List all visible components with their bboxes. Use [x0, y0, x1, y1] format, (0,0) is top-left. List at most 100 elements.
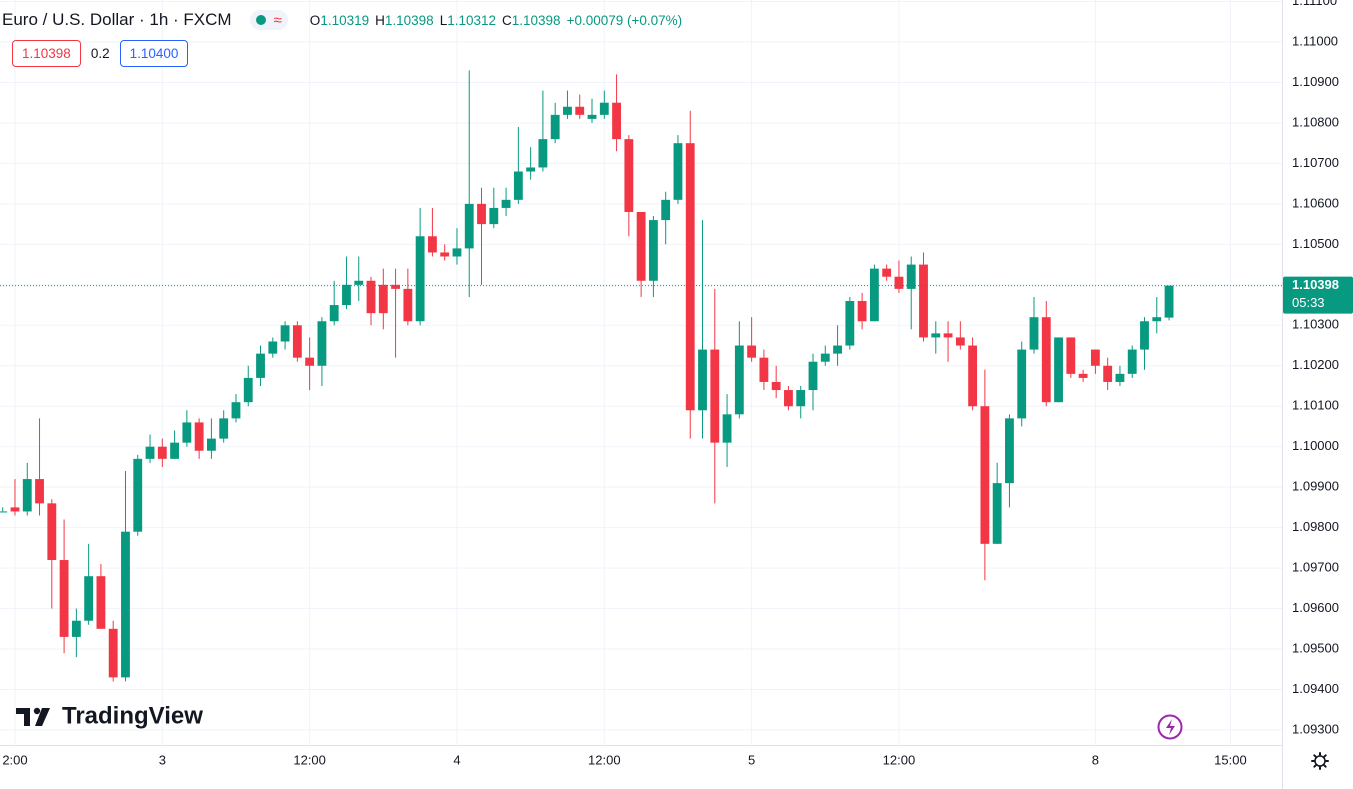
y-tick-label: 1.10800: [1292, 114, 1339, 129]
candle-body: [722, 414, 732, 443]
candle-body: [182, 422, 192, 443]
x-tick-label: 4: [453, 752, 460, 767]
candle-body: [845, 301, 855, 346]
sell-button[interactable]: 1.10398: [12, 40, 81, 67]
candle-body: [526, 167, 536, 172]
candle-body: [1054, 337, 1063, 403]
candle-body: [710, 349, 720, 443]
candle-body: [440, 252, 450, 257]
symbol-title: Euro / U.S. Dollar · 1h · FXCM: [2, 10, 232, 29]
candle-body: [538, 139, 548, 168]
candle-body: [968, 345, 978, 407]
status-pill[interactable]: ≈: [249, 10, 288, 30]
change: +0.00079 (+0.07%): [566, 12, 683, 28]
candle-body: [1066, 337, 1076, 374]
candle-body: [636, 211, 646, 281]
ohlc-value: 1.10319: [320, 12, 370, 28]
candle-body: [894, 276, 904, 289]
candle-body: [857, 301, 867, 322]
candle-body: [22, 479, 32, 512]
candle-body: [501, 199, 511, 208]
candle-body: [477, 203, 486, 225]
x-tick-label: 12:00: [293, 752, 326, 767]
candle-body: [648, 220, 658, 281]
ohlc-value: 1.10398: [511, 12, 561, 28]
candle-body: [1127, 349, 1137, 374]
ohlc-values: O1.10319 H1.10398 L1.10312 C1.10398 +0.0…: [310, 13, 682, 28]
candle-body: [698, 349, 707, 411]
candle-body: [317, 321, 327, 366]
tradingview-logo: TradingView: [16, 702, 203, 729]
candle-body: [366, 280, 376, 314]
candle-body: [575, 106, 585, 115]
candle-body: [612, 102, 621, 140]
candle-body: [157, 446, 167, 459]
candle-body: [1078, 373, 1088, 378]
candle-body: [268, 341, 278, 354]
trade-buttons: 1.10398 0.2 1.10400: [12, 40, 189, 67]
candle-body: [1005, 418, 1014, 484]
y-tick-label: 1.10700: [1292, 155, 1339, 170]
settings-icon[interactable]: [1311, 752, 1329, 770]
candle-body: [194, 422, 204, 451]
candle-body: [96, 576, 106, 629]
ohlc-key: C: [502, 12, 512, 28]
y-tick-label: 1.10300: [1292, 317, 1339, 332]
candle-body: [661, 199, 671, 221]
candle-body: [10, 507, 20, 512]
candle-body: [415, 236, 425, 322]
candle-body: [955, 337, 965, 346]
candle-body: [685, 143, 695, 411]
candle-body: [1152, 317, 1162, 322]
x-tick-label: 15:00: [1214, 752, 1247, 767]
candle-body: [206, 438, 216, 451]
x-tick-label: 12:00: [883, 752, 916, 767]
y-tick-label: 1.09500: [1292, 640, 1339, 655]
candle-body: [906, 264, 916, 289]
y-tick-label: 1.10000: [1292, 438, 1339, 453]
candle-body: [71, 620, 81, 637]
candle-body: [0, 511, 8, 513]
candle-body: [931, 333, 941, 338]
candle-body: [305, 357, 315, 366]
candle-body: [1017, 349, 1027, 419]
candle-body: [820, 353, 830, 362]
candle-body: [1029, 317, 1039, 350]
candle-body: [170, 442, 180, 459]
x-tick-label: 2:00: [2, 752, 27, 767]
y-tick-label: 1.09800: [1292, 519, 1339, 534]
candle-body: [734, 345, 744, 415]
candle-body: [378, 284, 388, 314]
y-tick-label: 1.09400: [1292, 681, 1339, 696]
buy-button[interactable]: 1.10400: [119, 40, 189, 67]
ohlc-key: H: [375, 12, 385, 28]
candle-body: [121, 531, 130, 678]
candle-body: [145, 446, 155, 459]
x-tick-label: 8: [1092, 752, 1099, 767]
y-tick-label: 1.10900: [1292, 74, 1339, 89]
candle-body: [833, 345, 842, 354]
y-tick-label: 1.10100: [1292, 398, 1339, 413]
last-price-box: [1283, 276, 1353, 314]
candle-body: [943, 333, 953, 338]
candle-body: [796, 390, 806, 407]
candle-body: [280, 325, 290, 342]
candle-body: [759, 357, 769, 382]
candle-body: [403, 288, 413, 322]
candle-body: [354, 280, 364, 285]
candle-body: [1041, 317, 1051, 403]
x-tick-label: 3: [159, 752, 166, 767]
y-tick-label: 1.11100: [1292, 0, 1337, 8]
candle-body: [599, 102, 609, 115]
candle-body: [342, 284, 351, 306]
candle-body: [256, 353, 265, 378]
candle-body: [219, 418, 229, 439]
y-tick-label: 1.09700: [1292, 560, 1339, 575]
candle-body: [587, 114, 597, 119]
x-tick-label: 5: [748, 752, 755, 767]
lightning-icon[interactable]: [1157, 714, 1183, 740]
candle-body: [133, 458, 143, 532]
candle-body: [464, 203, 474, 249]
